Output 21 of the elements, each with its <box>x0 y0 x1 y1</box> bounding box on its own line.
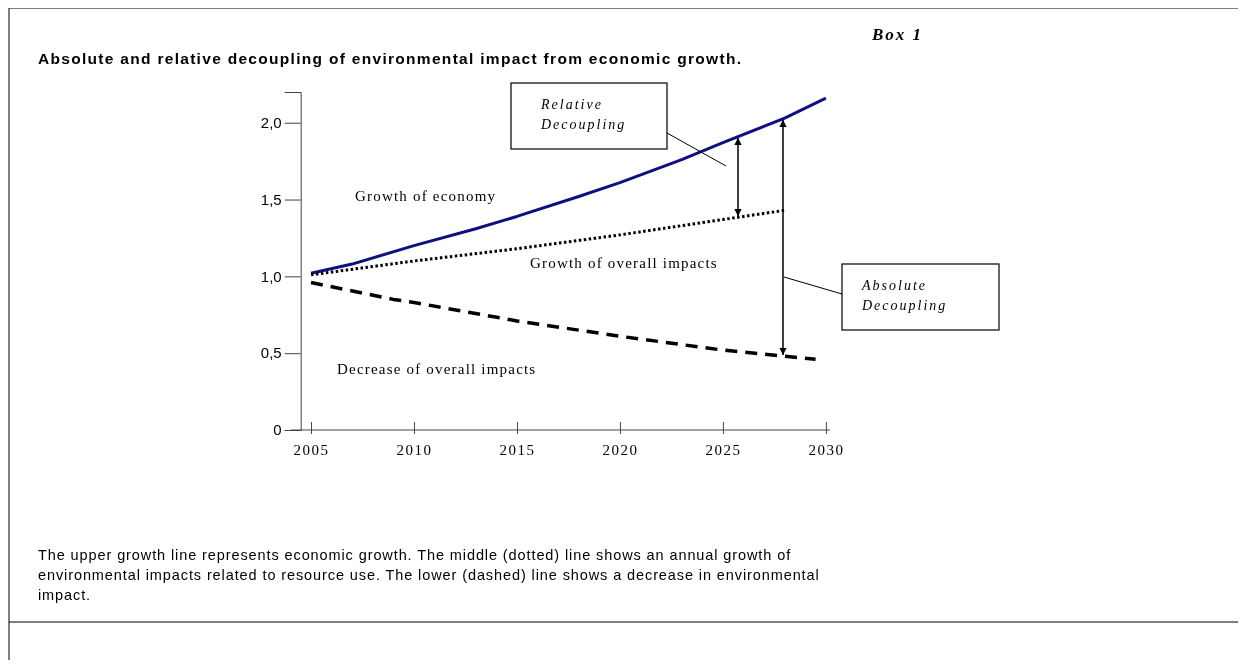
y-tick-label: 2,0 <box>260 114 282 132</box>
x-tick-label: 2030 <box>808 441 845 458</box>
x-tick-label: 2010 <box>396 441 433 458</box>
text: Box 1 <box>871 25 924 44</box>
x-tick-label: 2015 <box>499 441 536 458</box>
line-series <box>309 96 828 275</box>
line-series <box>309 280 818 362</box>
series-label: Growth of economy <box>355 188 497 204</box>
text: Decrease of overall impacts <box>337 361 537 377</box>
x-tick-label: 2005 <box>293 441 330 458</box>
annotation: Relative Decoupling <box>540 97 627 132</box>
y-tick-label: 1,0 <box>260 267 282 285</box>
x-tick-label: 2020 <box>602 441 639 458</box>
x-tick-label: 2025 <box>705 441 742 458</box>
y-tick-label: 0 <box>273 421 282 439</box>
chart-title: Absolute and relative decoupling of environmental impact from economic growth. <box>38 50 743 67</box>
series-label: Growth of overall impacts <box>530 255 718 271</box>
text: Absolute Decoupling <box>861 278 948 313</box>
y-tick-label: 1,5 <box>260 190 282 208</box>
text: The upper growth line represents economic growth. The middle (dotted) line shows an annual growth of environmental impacts related to resource use. The lower (dashed) line shows a decrease in environmental impact. <box>38 547 820 603</box>
y-tick-label: 0,5 <box>260 344 282 362</box>
